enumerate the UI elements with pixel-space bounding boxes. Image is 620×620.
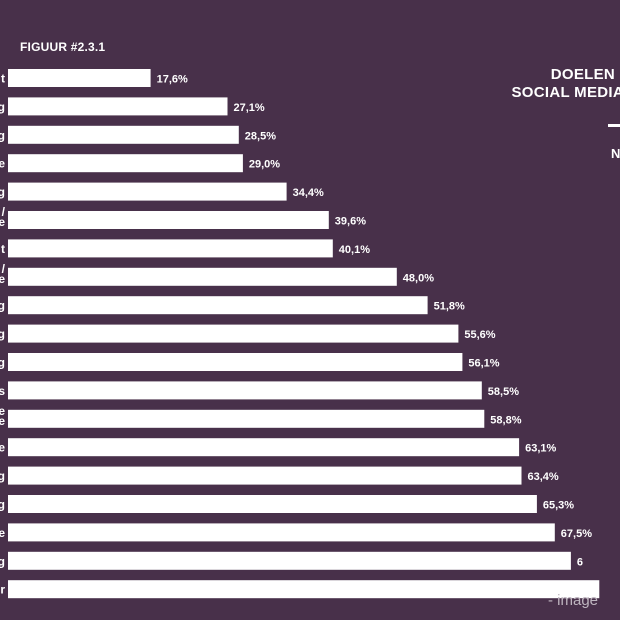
chart-title-line-2: SOCIAL MEDIA (511, 84, 620, 101)
value-label-18: 6 (577, 556, 583, 568)
title-accent-rule (608, 124, 620, 127)
category-label-17: e (0, 526, 5, 540)
category-label-8-2: e (0, 272, 5, 286)
value-label-11: 56,1% (468, 358, 499, 370)
category-label-12: s (0, 384, 5, 398)
category-label-7: t (1, 242, 5, 256)
chart-title-line-1: DOELEN I (550, 66, 620, 83)
category-label-3: g (0, 128, 5, 142)
bar-9 (8, 296, 428, 315)
category-label-13-1: e (0, 404, 5, 418)
category-label-13-2: e (0, 414, 5, 428)
category-label-15: g (0, 469, 5, 483)
category-label-2: g (0, 100, 5, 114)
figure-label: FIGUUR #2.3.1 (20, 40, 106, 54)
bar-14 (8, 438, 520, 457)
bar-3 (8, 125, 239, 144)
bar-18 (8, 551, 571, 570)
bar-7 (8, 239, 333, 258)
chart-title: DOELEN I SOCIAL MEDIA (464, 66, 620, 102)
bar-19 (8, 580, 600, 599)
value-label-17: 67,5% (561, 528, 592, 540)
bar-17 (8, 523, 555, 542)
value-label-15: 63,4% (528, 471, 559, 483)
value-label-2: 27,1% (234, 102, 265, 114)
value-label-8: 48,0% (403, 272, 434, 284)
bar-4 (8, 154, 243, 173)
category-label-5: g (0, 185, 5, 199)
bar-8 (8, 267, 397, 286)
category-label-6-2: e (0, 215, 5, 229)
cut-off-subtitle-letter: N (611, 146, 620, 161)
category-label-10: g (0, 327, 5, 341)
category-label-11: g (0, 356, 5, 370)
value-label-5: 34,4% (293, 187, 324, 199)
value-label-4: 29,0% (249, 159, 280, 171)
value-label-12: 58,5% (488, 386, 519, 398)
value-label-3: 28,5% (245, 130, 276, 142)
category-label-14: e (0, 441, 5, 455)
image-watermark: - image (548, 592, 599, 609)
category-label-8-1: / (2, 262, 6, 276)
bar-11 (8, 353, 463, 371)
bar-1 (8, 69, 151, 87)
value-label-7: 40,1% (339, 244, 370, 256)
value-label-14: 63,1% (525, 443, 556, 455)
bar-2 (8, 97, 228, 116)
bar-10 (8, 324, 459, 343)
value-label-9: 51,8% (434, 301, 465, 313)
bar-12 (8, 381, 482, 400)
category-label-9: g (0, 299, 5, 313)
category-label-19: r (0, 583, 5, 597)
value-label-13: 58,8% (490, 414, 521, 426)
bar-5 (8, 182, 287, 201)
value-label-6: 39,6% (335, 216, 366, 228)
category-label-16: g (0, 498, 5, 512)
value-label-1: 17,6% (157, 74, 188, 86)
bar-6 (8, 211, 329, 229)
value-label-16: 65,3% (543, 500, 574, 512)
value-label-10: 55,6% (464, 329, 495, 341)
category-label-4: e (0, 157, 5, 171)
category-label-1: t (1, 72, 5, 86)
bar-16 (8, 495, 537, 513)
bar-15 (8, 466, 522, 485)
category-label-6-1: / (2, 205, 6, 219)
category-label-18: g (0, 554, 5, 568)
bar-13 (8, 409, 485, 428)
